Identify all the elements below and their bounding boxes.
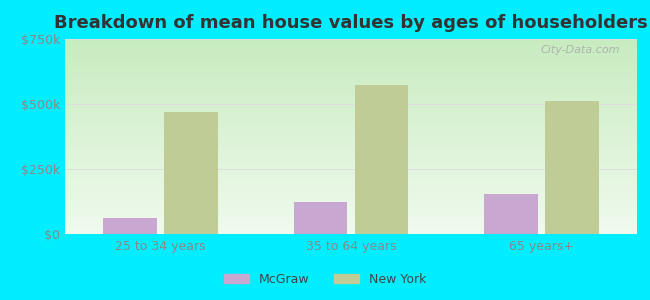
Title: Breakdown of mean house values by ages of householders: Breakdown of mean house values by ages o… bbox=[54, 14, 648, 32]
Bar bbox=[164, 112, 218, 234]
Bar bbox=[103, 218, 157, 234]
Text: City-Data.com: City-Data.com bbox=[540, 45, 620, 55]
Bar bbox=[294, 202, 347, 234]
Bar bbox=[545, 101, 599, 234]
Legend: McGraw, New York: McGraw, New York bbox=[218, 268, 432, 291]
Bar bbox=[355, 85, 408, 234]
Bar bbox=[484, 194, 538, 234]
